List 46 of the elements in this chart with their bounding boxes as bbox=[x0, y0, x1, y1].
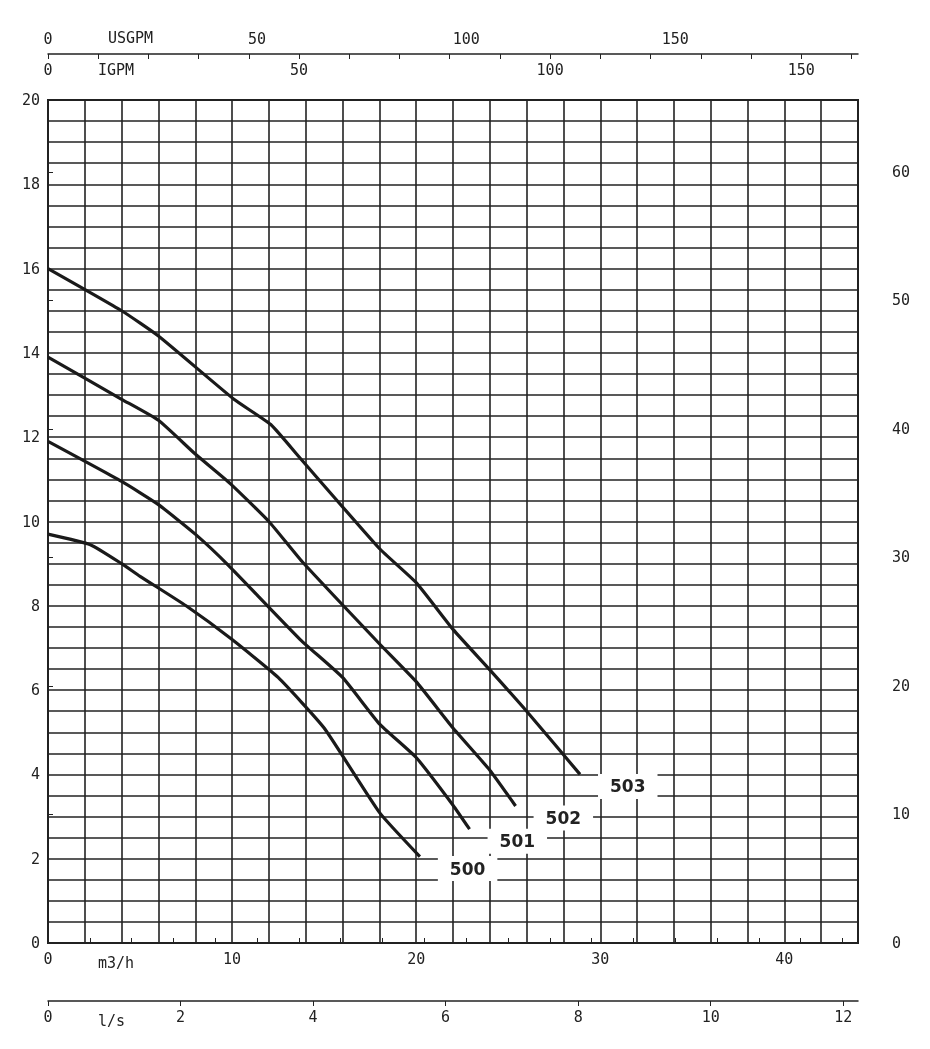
y-tick-label: 20 bbox=[21, 91, 40, 109]
y-tick-label: 16 bbox=[21, 259, 40, 278]
text: 50 bbox=[290, 60, 309, 79]
text: 8 bbox=[573, 1007, 583, 1026]
x-tick-label: 20 bbox=[407, 949, 426, 968]
y-tick-label: 6 bbox=[30, 681, 40, 700]
y2-tick-label: 60 bbox=[892, 162, 911, 181]
text: 12 bbox=[834, 1007, 853, 1026]
x-tick-label: 30 bbox=[591, 949, 610, 968]
x2-tick-label: 150 bbox=[661, 29, 689, 48]
text: l/s bbox=[98, 1011, 126, 1030]
y-tick-label: 18 bbox=[21, 175, 40, 194]
y-tick-label: 12 bbox=[21, 428, 40, 447]
y-tick-label: 2 bbox=[30, 849, 40, 868]
text: 0 bbox=[43, 1007, 53, 1026]
y-tick-label: 0 bbox=[30, 934, 40, 952]
x-tick-label: 40 bbox=[775, 949, 794, 968]
text: IGPM bbox=[98, 60, 135, 79]
x2-tick-label: 50 bbox=[248, 29, 267, 48]
y2-tick-label: 50 bbox=[892, 291, 911, 310]
series-label: 501 bbox=[499, 831, 536, 852]
y-tick-label: 14 bbox=[21, 343, 40, 362]
x2-tick-label: 100 bbox=[452, 29, 480, 48]
y2-tick-label: 10 bbox=[892, 805, 911, 824]
x2-tick-label: 0 bbox=[43, 29, 53, 48]
text: 6 bbox=[441, 1007, 451, 1026]
text: 0 bbox=[43, 60, 53, 79]
y2-tick-label: 20 bbox=[892, 676, 911, 695]
text: 4 bbox=[308, 1007, 318, 1026]
y-tick-label: 4 bbox=[30, 765, 40, 784]
text: 150 bbox=[787, 60, 815, 79]
x-tick-label: 10 bbox=[223, 949, 242, 968]
text: 100 bbox=[536, 60, 564, 79]
text: 2 bbox=[176, 1007, 186, 1026]
x-axis-title: m3/h bbox=[98, 953, 135, 972]
y2-tick-label: 30 bbox=[892, 548, 911, 567]
text: 10 bbox=[701, 1007, 720, 1026]
series-label: 502 bbox=[545, 808, 582, 829]
x-tick-label: 0 bbox=[43, 949, 53, 968]
y-tick-label: 8 bbox=[30, 596, 40, 615]
x2-axis-title: USGPM bbox=[108, 28, 154, 47]
y-tick-label: 10 bbox=[21, 512, 40, 531]
series-label: 500 bbox=[449, 858, 486, 879]
series-label: 503 bbox=[610, 776, 646, 797]
y2-tick-label: 0 bbox=[892, 934, 902, 952]
y2-tick-label: 40 bbox=[892, 419, 911, 438]
